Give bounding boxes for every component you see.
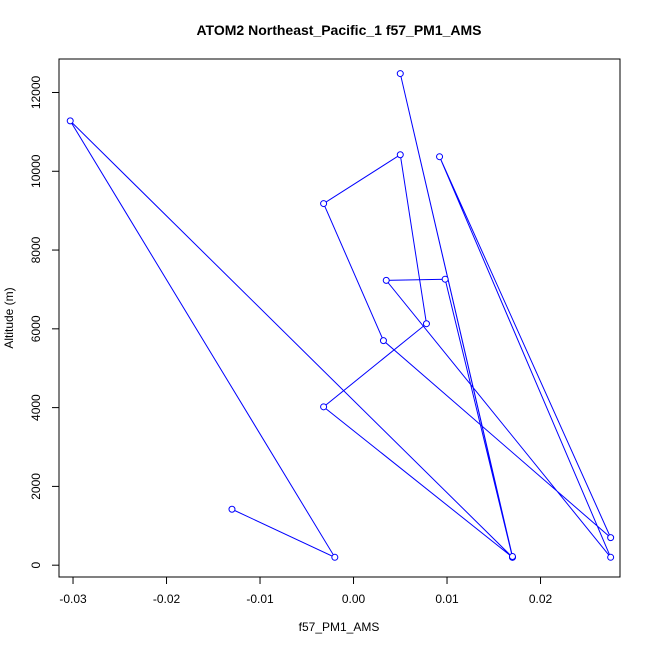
data-point <box>607 534 615 542</box>
chart-title: ATOM2 Northeast_Pacific_1 f57_PM1_AMS <box>196 22 481 38</box>
series-line <box>69 73 612 559</box>
data-point <box>379 337 387 345</box>
y-axis-label: Altitude (m) <box>2 287 16 348</box>
y-tick-label: 12000 <box>29 75 43 109</box>
data-point <box>396 151 404 159</box>
x-axis: -0.03 -0.02 -0.01 0.00 0.01 0.02 <box>59 576 553 606</box>
x-tick-label: -0.01 <box>246 592 274 606</box>
data-point <box>441 275 449 283</box>
data-point <box>320 403 328 411</box>
y-axis: 0 2000 4000 6000 8000 10000 12000 <box>29 75 60 569</box>
data-point <box>228 505 236 513</box>
data-point <box>422 320 430 328</box>
x-tick-label: -0.02 <box>153 592 181 606</box>
data-point <box>320 200 328 208</box>
data-point <box>607 553 615 561</box>
x-tick-label: 0.02 <box>529 592 553 606</box>
data-point <box>331 553 339 561</box>
data-point <box>382 276 390 284</box>
data-point <box>396 70 404 78</box>
y-tick-label: 0 <box>29 562 43 569</box>
y-tick-label: 2000 <box>29 473 43 500</box>
data-point <box>66 117 74 125</box>
y-tick-label: 4000 <box>29 394 43 421</box>
data-point <box>508 553 516 561</box>
plot-area-frame <box>58 58 621 578</box>
y-tick-label: 10000 <box>29 154 43 188</box>
data-point <box>436 153 444 161</box>
x-tick-label: 0.01 <box>435 592 459 606</box>
y-tick-label: 6000 <box>29 315 43 342</box>
x-axis-label: f57_PM1_AMS <box>299 620 380 634</box>
x-tick-label: 0.00 <box>342 592 366 606</box>
x-tick-label: -0.03 <box>59 592 87 606</box>
series-layer <box>66 70 615 561</box>
y-tick-label: 8000 <box>29 236 43 263</box>
